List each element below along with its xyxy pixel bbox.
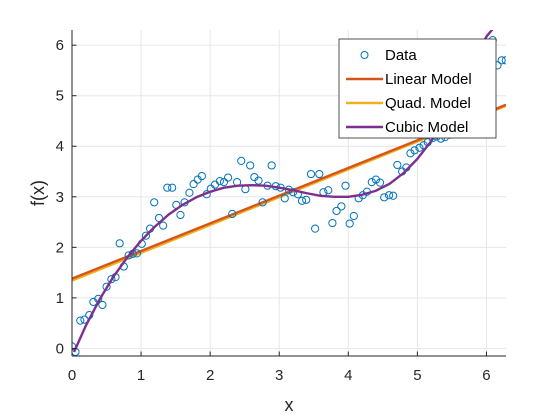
y-tick-label: 3 <box>56 189 64 206</box>
y-tick-label: 4 <box>56 138 64 155</box>
y-axis-label: f(x) <box>28 180 48 206</box>
y-tick-label: 2 <box>56 239 64 256</box>
legend-entry-linear-model: Linear Model <box>385 71 472 88</box>
legend-entry-quad-model: Quad. Model <box>385 95 471 112</box>
x-tick-label: 6 <box>482 367 490 384</box>
x-tick-label: 1 <box>137 367 145 384</box>
y-tick-label: 6 <box>56 37 64 54</box>
y-tick-label: 5 <box>56 88 64 105</box>
y-tick-label: 0 <box>56 340 64 357</box>
legend-entry-data: Data <box>385 47 417 64</box>
x-tick-label: 2 <box>206 367 214 384</box>
y-tick-label: 1 <box>56 290 64 307</box>
legend-entry-cubic-model: Cubic Model <box>385 119 468 136</box>
x-tick-label: 0 <box>68 367 76 384</box>
x-axis-label: x <box>285 395 294 415</box>
legend: Data Linear Model Quad. Model Cubic Mode… <box>339 39 496 138</box>
x-tick-label: 5 <box>413 367 421 384</box>
x-tick-label: 4 <box>344 367 352 384</box>
x-tick-label: 3 <box>275 367 283 384</box>
